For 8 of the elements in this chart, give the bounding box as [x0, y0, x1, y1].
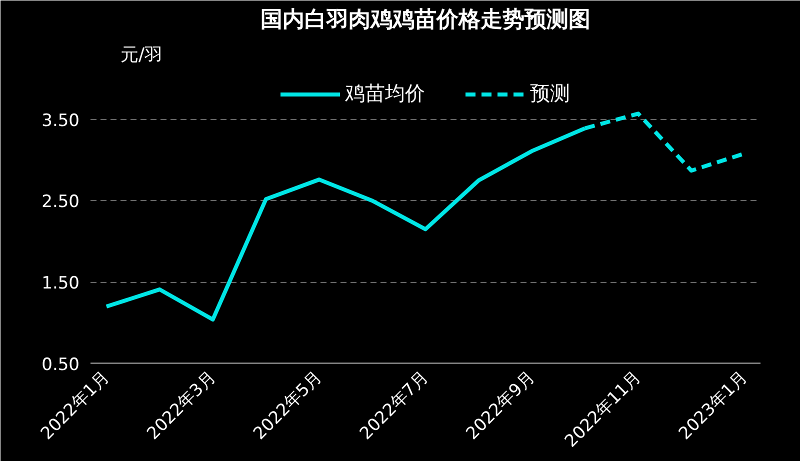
y-tick-label: 3.50 [42, 110, 80, 131]
y-tick-label: 1.50 [42, 274, 80, 294]
legend-label: 鸡苗均价 [345, 80, 425, 107]
y-axis-title: 元/羽 [120, 44, 163, 66]
chart-title: 国内白羽肉鸡鸡苗价格走势预测图 [260, 8, 590, 32]
y-tick-label: 0.50 [42, 355, 80, 375]
legend-label: 预测 [530, 80, 570, 107]
y-tick-label: 2.50 [42, 192, 80, 212]
